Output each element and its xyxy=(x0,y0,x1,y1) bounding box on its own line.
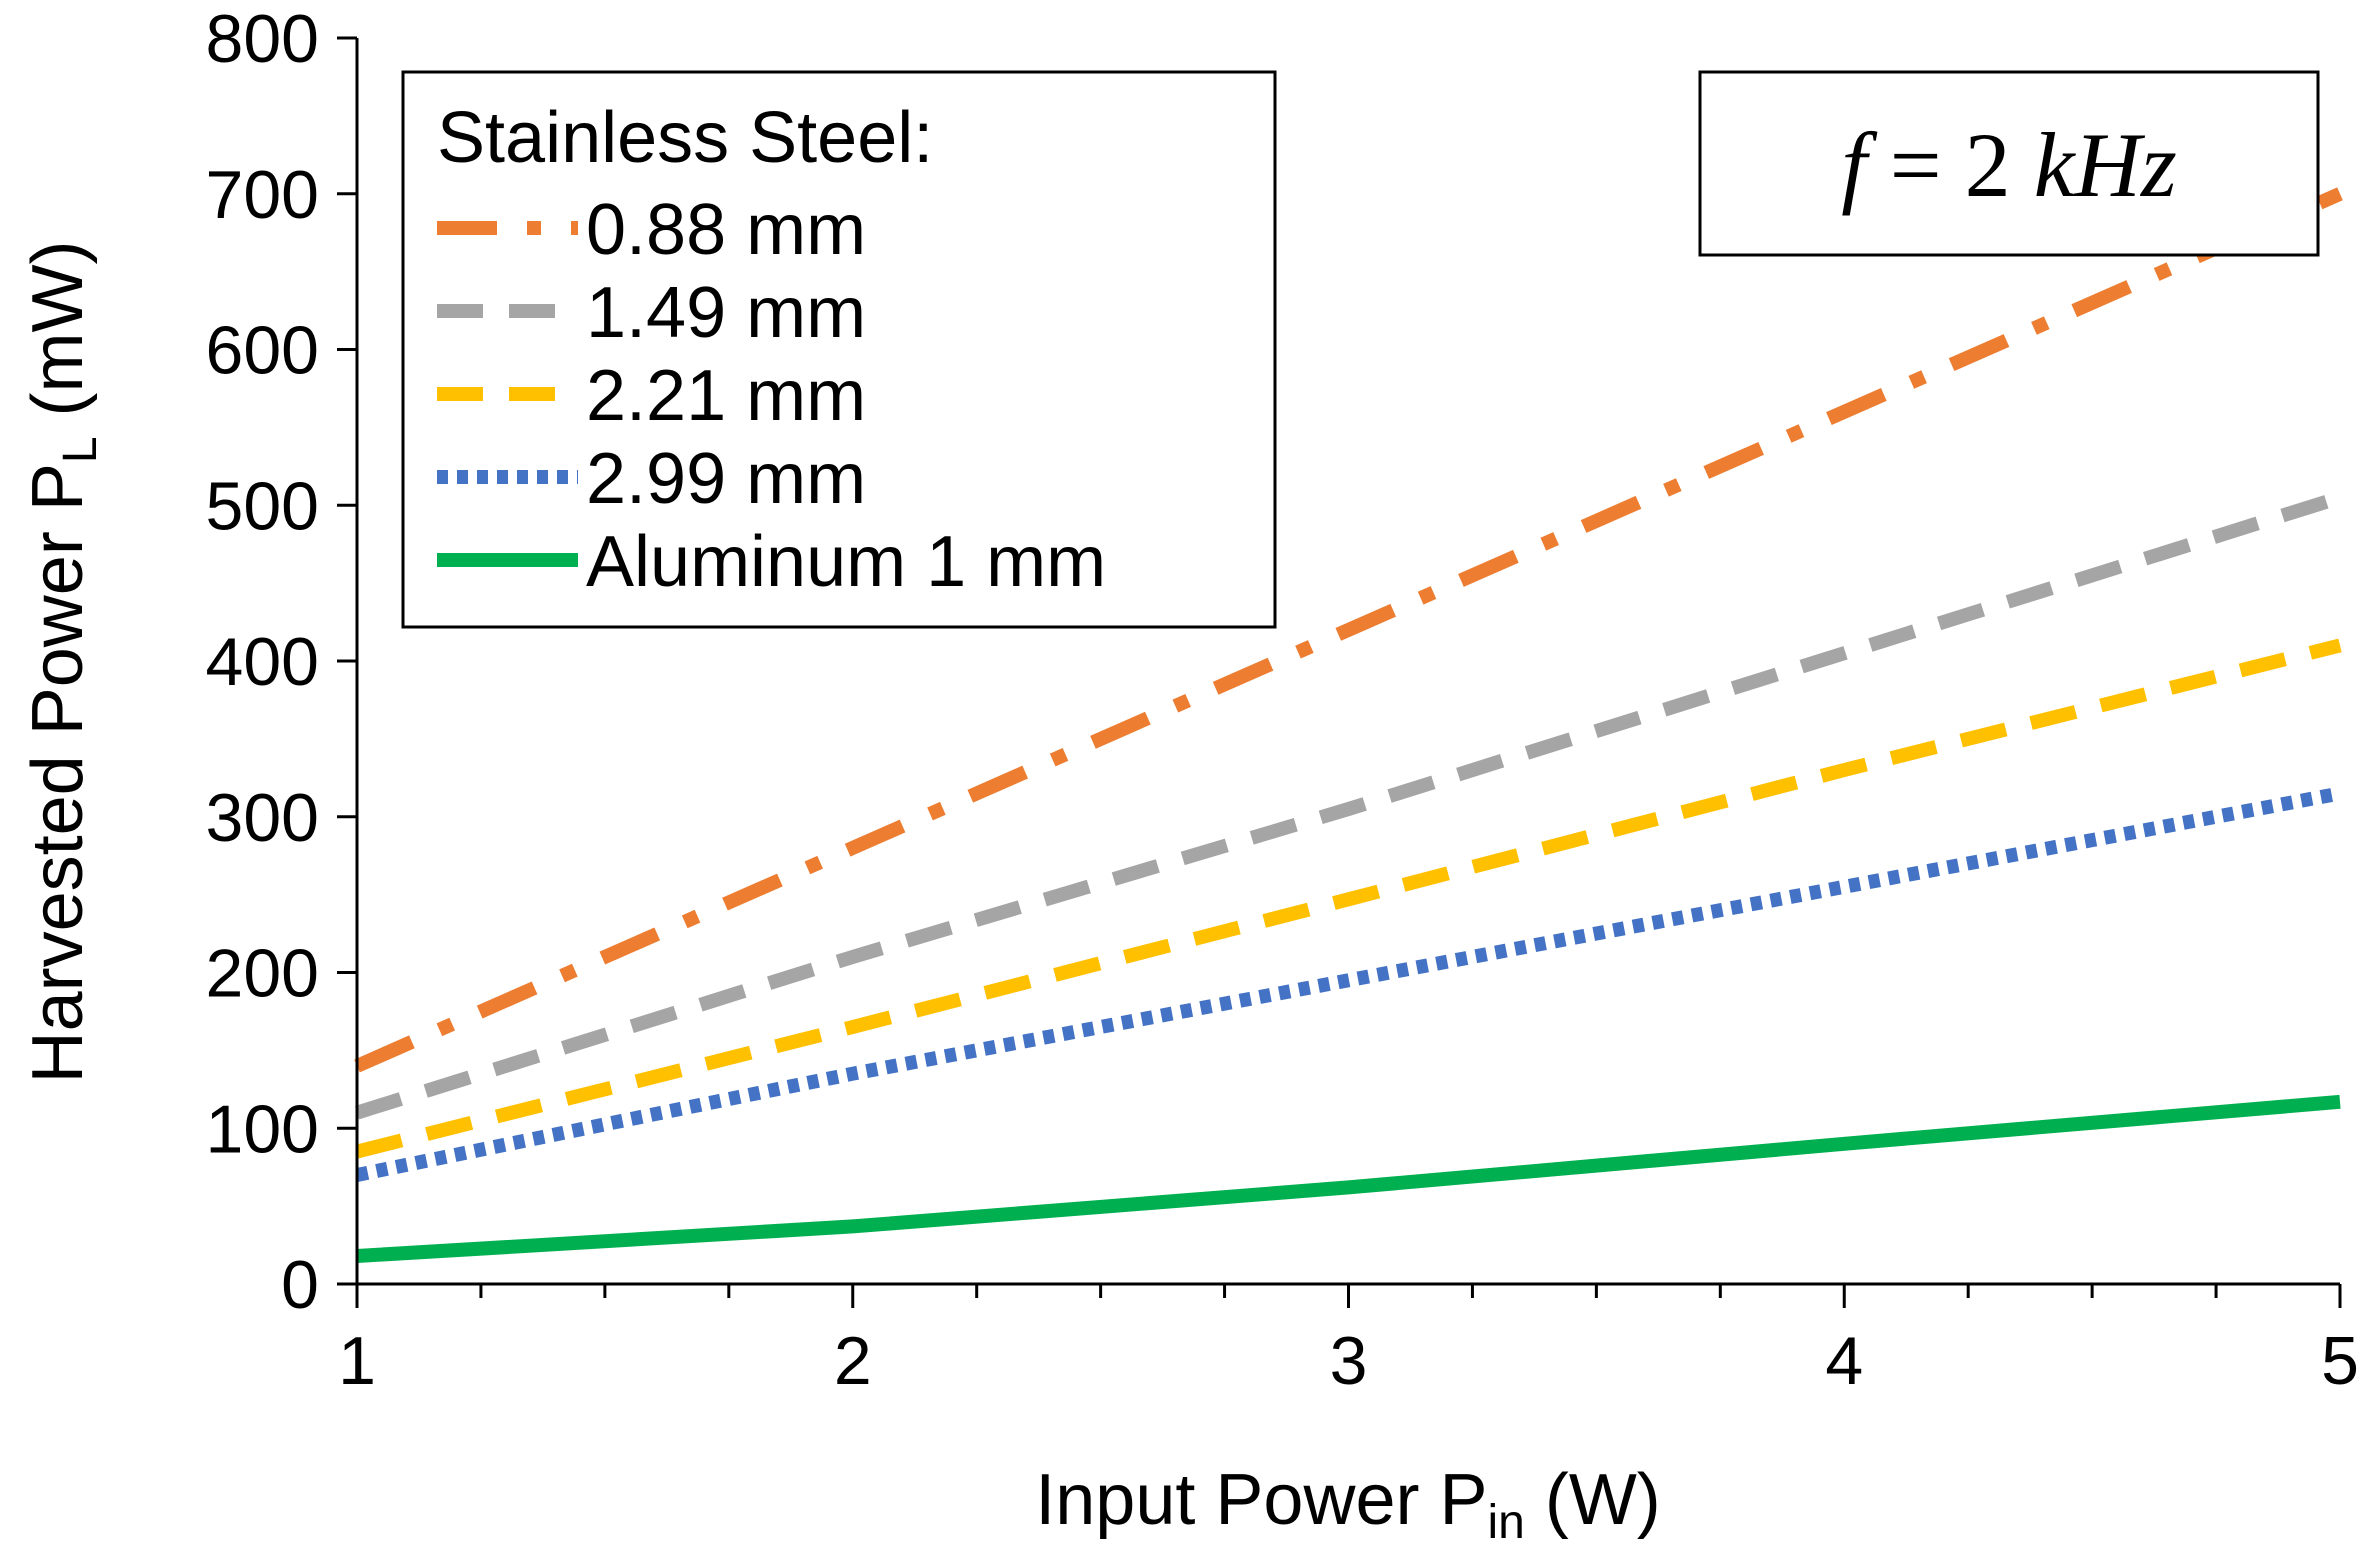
series-line-0 xyxy=(354,187,2343,1073)
annotation-box xyxy=(1698,70,2320,257)
y-axis-title-unit: (mW) xyxy=(18,241,98,437)
x-axis-title: Input Power Pin (W) xyxy=(1035,1460,1661,1548)
x-tick-label: 4 xyxy=(1825,1323,1863,1399)
y-tick-label: 300 xyxy=(206,780,319,856)
x-tick-label: 2 xyxy=(834,1323,872,1399)
legend-label-0: 0.88 mm xyxy=(586,190,866,270)
annotation-text: f = 2 kHz xyxy=(1841,114,2177,216)
x-tick-label: 3 xyxy=(1330,1323,1368,1399)
y-axis-title-sub: L xyxy=(54,436,107,463)
x-axis-title-unit: (W) xyxy=(1525,1460,1661,1540)
y-tick-label: 800 xyxy=(206,1,319,77)
y-tick-label: 700 xyxy=(206,157,319,233)
legend-box xyxy=(401,70,1277,629)
legend-label-3: 2.99 mm xyxy=(586,439,866,519)
y-tick-label: 0 xyxy=(281,1247,319,1323)
x-tick-label: 5 xyxy=(2321,1323,2359,1399)
series-line-1 xyxy=(354,490,2343,1120)
y-tick-label: 600 xyxy=(206,313,319,389)
series-line-4 xyxy=(356,1094,2341,1263)
legend-label-4: Aluminum 1 mm xyxy=(586,522,1106,602)
ticks-layer: 0 100 200 300 400 500 600 700 800 1 2 3 4 5 xyxy=(206,1,2359,1399)
series-line-3 xyxy=(355,786,2342,1182)
x-tick-label: 1 xyxy=(338,1323,376,1399)
annotation-unit: kHz xyxy=(2034,114,2177,216)
legend-label-2: 2.21 mm xyxy=(586,356,866,436)
x-axis-title-sub: in xyxy=(1487,1496,1524,1548)
y-tick-label: 400 xyxy=(206,624,319,700)
legend-title: Stainless Steel: xyxy=(437,98,933,178)
annotation-equals: = 2 xyxy=(1867,114,2034,216)
legend: Stainless Steel: 0.88 mm1.49 mm2.21 mm2.… xyxy=(401,70,1277,629)
y-axis-title-main: Harvested Power P xyxy=(18,463,98,1083)
legend-label-1: 1.49 mm xyxy=(586,273,866,353)
series-layer xyxy=(354,187,2343,1263)
frequency-annotation: f = 2 kHz xyxy=(1698,70,2320,257)
y-axis-title: Harvested Power PL (mW) xyxy=(18,241,107,1084)
x-axis-title-main: Input Power P xyxy=(1035,1460,1487,1540)
y-tick-label: 200 xyxy=(206,936,319,1012)
series-line-2 xyxy=(355,638,2342,1159)
y-tick-label: 100 xyxy=(206,1091,319,1167)
y-tick-label: 500 xyxy=(206,468,319,544)
